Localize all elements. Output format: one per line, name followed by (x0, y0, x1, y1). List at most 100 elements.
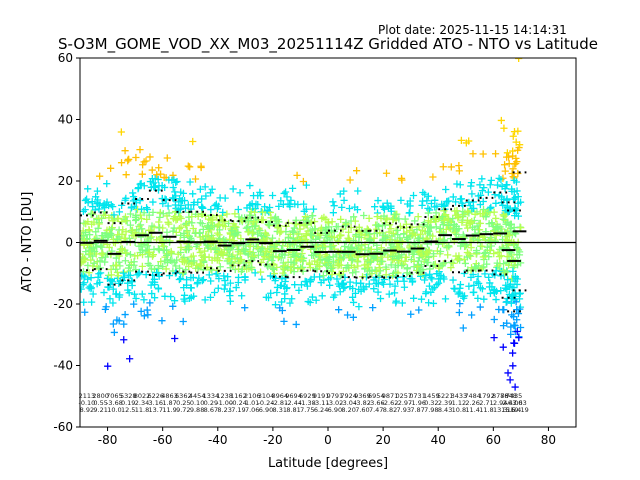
scatter-point (202, 192, 210, 200)
scatter-point (509, 267, 517, 275)
scatter-point (293, 230, 301, 238)
scatter-point (148, 222, 156, 230)
scatter-point (101, 203, 109, 212)
scatter-point (383, 199, 391, 207)
scatter-point (387, 261, 395, 269)
bin-stat-count: 6954 (368, 392, 385, 400)
scatter-point (120, 336, 128, 344)
scatter-point (463, 248, 472, 257)
scatter-point (206, 293, 215, 301)
scatter-point (155, 218, 163, 226)
scatter-point (153, 171, 161, 179)
scatter-point (299, 244, 307, 252)
scatter-point (96, 278, 104, 286)
scatter-point (81, 308, 89, 316)
scatter-point (173, 177, 181, 186)
scatter-point (351, 217, 359, 225)
scatter-point (490, 208, 498, 216)
scatter-point (395, 215, 403, 223)
bin-stat-mean: -3.11 (313, 399, 330, 407)
scatter-point (85, 250, 93, 259)
scatter-point (467, 264, 476, 272)
bin-stat-count: 6362 (175, 392, 192, 400)
scatter-point (292, 216, 300, 224)
scatter-point (330, 202, 338, 210)
scatter-point (284, 234, 293, 242)
scatter-point (288, 227, 297, 235)
scatter-point (509, 132, 517, 140)
scatter-point (353, 205, 362, 214)
scatter-point (177, 243, 185, 252)
scatter-point (500, 212, 508, 220)
scatter-point (334, 237, 343, 245)
scatter-point (303, 282, 312, 290)
scatter-point (300, 200, 308, 208)
scatter-point (500, 124, 508, 132)
x-tick-label: 0 (324, 433, 332, 447)
scatter-point (467, 182, 475, 190)
scatter-point (169, 302, 177, 310)
scatter-point (289, 250, 297, 259)
scatter-point (262, 293, 270, 301)
scatter-point (265, 220, 273, 229)
scatter-point (459, 324, 467, 332)
scatter-point (161, 183, 169, 192)
scatter-point (443, 198, 451, 206)
scatter-point (246, 211, 254, 219)
scatter-point (234, 245, 242, 254)
scatter-point (132, 213, 140, 221)
scatter-point (516, 248, 524, 256)
scatter-point (215, 257, 223, 265)
scatter-point (429, 173, 437, 181)
scatter-point (242, 245, 250, 253)
scatter-point (341, 222, 350, 230)
scatter-point (387, 207, 395, 215)
x-tick-label: -40 (208, 433, 228, 447)
scatter-point (476, 200, 484, 209)
scatter-point (87, 274, 95, 282)
bin-stat-mean: -0.10 (78, 399, 95, 407)
scatter-point (340, 187, 348, 195)
scatter-point (452, 230, 460, 238)
bin-stat-std: 7.87 (410, 406, 424, 414)
scatter-point (486, 181, 494, 189)
scatter-point (103, 274, 112, 283)
bin-stat-std: 9.72 (176, 406, 190, 414)
scatter-point (510, 223, 518, 232)
scatter-point (478, 242, 486, 250)
scatter-point (172, 228, 180, 236)
scatter-point (497, 287, 505, 295)
scatter-point (479, 150, 487, 158)
scatter-point (442, 225, 450, 233)
scatter-point (499, 266, 508, 275)
scatter-point (126, 355, 134, 363)
scatter-point (393, 244, 401, 252)
scatter-point (177, 223, 185, 231)
scatter-point (268, 191, 277, 200)
scatter-point (309, 212, 317, 220)
scatter-point (280, 317, 288, 325)
bin-stat-mean: -1.38 (299, 399, 316, 407)
scatter-point (310, 217, 319, 226)
scatter-point (149, 250, 158, 259)
scatter-point (100, 288, 108, 297)
scatter-point (506, 376, 514, 384)
scatter-point (129, 189, 137, 197)
bin-stat-std: 7.06 (245, 406, 259, 414)
scatter-point (463, 216, 472, 224)
scatter-point (420, 276, 429, 284)
scatter-point (258, 244, 266, 252)
scatter-point (201, 183, 209, 191)
scatter-point (398, 176, 406, 184)
bin-stat-mean: -3.66 (368, 399, 385, 407)
scatter-point (163, 154, 171, 162)
scatter-point (300, 207, 308, 215)
scatter-point (354, 262, 362, 270)
scatter-point (495, 174, 503, 182)
scatter-point (202, 232, 210, 240)
scatter-point (205, 224, 213, 233)
scatter-point (196, 229, 204, 237)
scatter-point (478, 175, 486, 183)
scatter-point (237, 255, 246, 264)
bin-stat-count: 7435 (506, 392, 523, 400)
